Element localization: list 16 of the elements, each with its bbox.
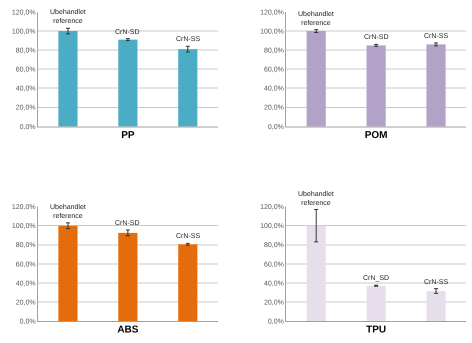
bar	[178, 49, 198, 126]
bar	[366, 286, 386, 321]
bar	[306, 31, 326, 126]
bar	[118, 232, 138, 321]
bar	[426, 290, 446, 321]
bar	[306, 226, 326, 321]
bar	[426, 44, 446, 126]
bar	[366, 45, 386, 126]
bar	[58, 226, 78, 321]
bar	[178, 244, 198, 321]
bar	[58, 31, 78, 126]
x-axis-title: ABS	[117, 324, 139, 336]
x-axis-title: PP	[121, 130, 135, 141]
x-axis-title: POM	[364, 130, 388, 141]
bar	[118, 40, 138, 126]
x-axis-title: TPU	[366, 324, 386, 336]
